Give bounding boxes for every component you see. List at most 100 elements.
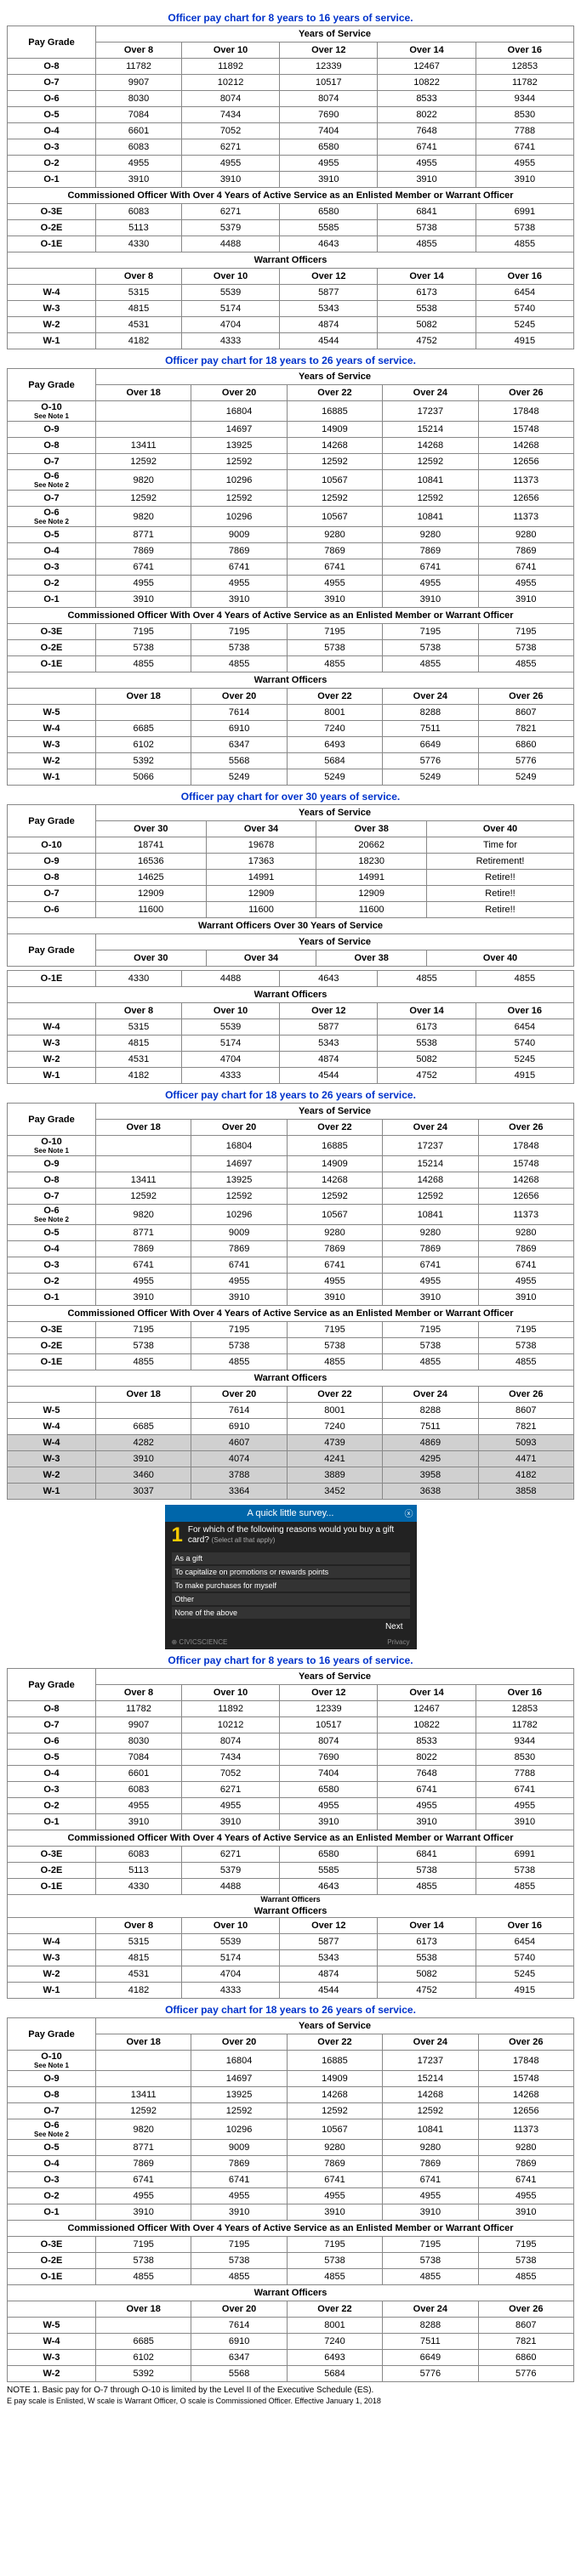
value-cell: 4955 [476,156,573,172]
value-cell: 14909 [287,2071,382,2087]
value-cell: 11600 [316,902,427,918]
value-cell: 11782 [96,59,182,75]
col-header: Over 34 [206,821,316,837]
value-cell: 4531 [96,317,182,333]
col-header: Over 8 [96,1003,182,1019]
value-cell: 4855 [191,656,287,672]
title: Officer pay chart for 8 years to 16 year… [7,12,574,24]
col-header: Over 22 [287,2034,382,2051]
title: Officer pay chart for over 30 years of s… [7,791,574,803]
value-cell: 13925 [191,438,287,454]
value-cell: 5174 [181,1036,279,1052]
value-cell: 3910 [383,1290,478,1306]
grade-cell: W-2 [8,1052,96,1068]
col-header: Over 14 [378,269,476,285]
col-header: Over 22 [287,2301,382,2318]
value-cell: 7195 [287,624,382,640]
value-cell: 5245 [476,317,573,333]
col-header: Over 18 [96,2301,191,2318]
col-header: Over 16 [476,1685,573,1701]
value-cell: 20662 [316,837,427,854]
value-cell: 9820 [96,470,191,491]
value-cell: 14909 [287,422,382,438]
value-cell: 4955 [181,1798,279,1814]
value-cell: 7195 [478,1322,573,1338]
grade-cell: W-4 [8,1019,96,1036]
value-cell: 7614 [191,705,287,721]
close-icon[interactable]: ⓧ [405,1506,413,1519]
value-cell: 15748 [478,1156,573,1172]
col-header: Over 40 [427,821,574,837]
survey-option[interactable]: To capitalize on promotions or rewards p… [172,1566,410,1578]
value-cell: 6083 [96,139,182,156]
survey-option[interactable]: Other [172,1593,410,1605]
value-cell: 3910 [383,2204,478,2221]
value-cell: 6580 [280,139,378,156]
privacy-link[interactable]: Privacy [387,1638,409,1646]
col-header: Over 26 [478,385,573,401]
value-cell: 5738 [191,2253,287,2269]
survey-option[interactable]: None of the above [172,1607,410,1619]
survey-option[interactable]: To make purchases for myself [172,1580,410,1592]
grade-cell: O-1E [8,1354,96,1370]
next-button[interactable]: Next [379,1620,410,1633]
value-cell: 4955 [96,156,182,172]
grade-cell: O-1 [8,2204,96,2221]
value-cell: 5740 [476,1950,573,1966]
value-cell: 15214 [383,422,478,438]
value-cell: 3910 [280,1814,378,1830]
section-commissioned: Commissioned Officer With Over 4 Years o… [8,1306,574,1322]
value-cell: 3910 [478,1290,573,1306]
pay-table-2: Pay Grade Years of Service Over 18Over 2… [7,368,574,786]
value-cell: 13925 [191,1172,287,1189]
col-header: Over 20 [191,1387,287,1403]
grade-cell: O-6 [8,1733,96,1750]
value-cell: 5174 [181,301,279,317]
value-cell: 7404 [280,1766,378,1782]
value-cell: 5249 [478,769,573,786]
value-cell: 5082 [378,1966,476,1983]
col-header: Over 10 [181,43,279,59]
value-cell: 4739 [287,1435,382,1451]
col-header: Over 14 [378,1918,476,1934]
value-cell: 7648 [378,123,476,139]
value-cell: 4855 [476,971,573,987]
grade-cell: W-4 [8,1435,96,1451]
value-cell: 5093 [478,1435,573,1451]
value-cell: 6741 [96,2172,191,2188]
value-cell: 4955 [96,1798,182,1814]
value-cell: 5249 [191,769,287,786]
value-cell: 5738 [478,1338,573,1354]
value-cell: 16536 [96,854,207,870]
value-cell: 4074 [191,1451,287,1467]
grade-cell: O-2E [8,220,96,236]
value-cell: 4282 [96,1435,191,1451]
pay-table-5: Pay Grade Years of Service Over 8Over 10… [7,1668,574,1999]
grade-cell: O-2 [8,1798,96,1814]
value-cell: 3910 [181,1814,279,1830]
col-header: Over 8 [96,43,182,59]
value-cell: 12592 [287,491,382,507]
grade-cell: O-7 [8,75,96,91]
value-cell: 4955 [280,1798,378,1814]
value-cell: 4955 [383,1274,478,1290]
survey-option[interactable]: As a gift [172,1552,410,1564]
value-cell: 7869 [478,543,573,559]
value-cell: 9280 [287,2140,382,2156]
value-cell: 4330 [96,971,182,987]
col-header: Over 8 [96,1685,182,1701]
value-cell: 8074 [181,91,279,107]
value-cell: 4752 [378,333,476,349]
grade-cell: O-6 [8,902,96,918]
value-cell: 9009 [191,2140,287,2156]
value-cell: 6741 [378,1782,476,1798]
grade-cell: O-3 [8,139,96,156]
col-years: Years of Service [96,1669,574,1685]
value-cell: 4330 [96,1879,182,1895]
grade-cell: O-9 [8,422,96,438]
value-cell: 7195 [383,1322,478,1338]
value-cell: 5066 [96,769,191,786]
value-cell: 17848 [478,401,573,422]
grade-cell: O-7 [8,886,96,902]
value-cell: 12592 [96,1189,191,1205]
